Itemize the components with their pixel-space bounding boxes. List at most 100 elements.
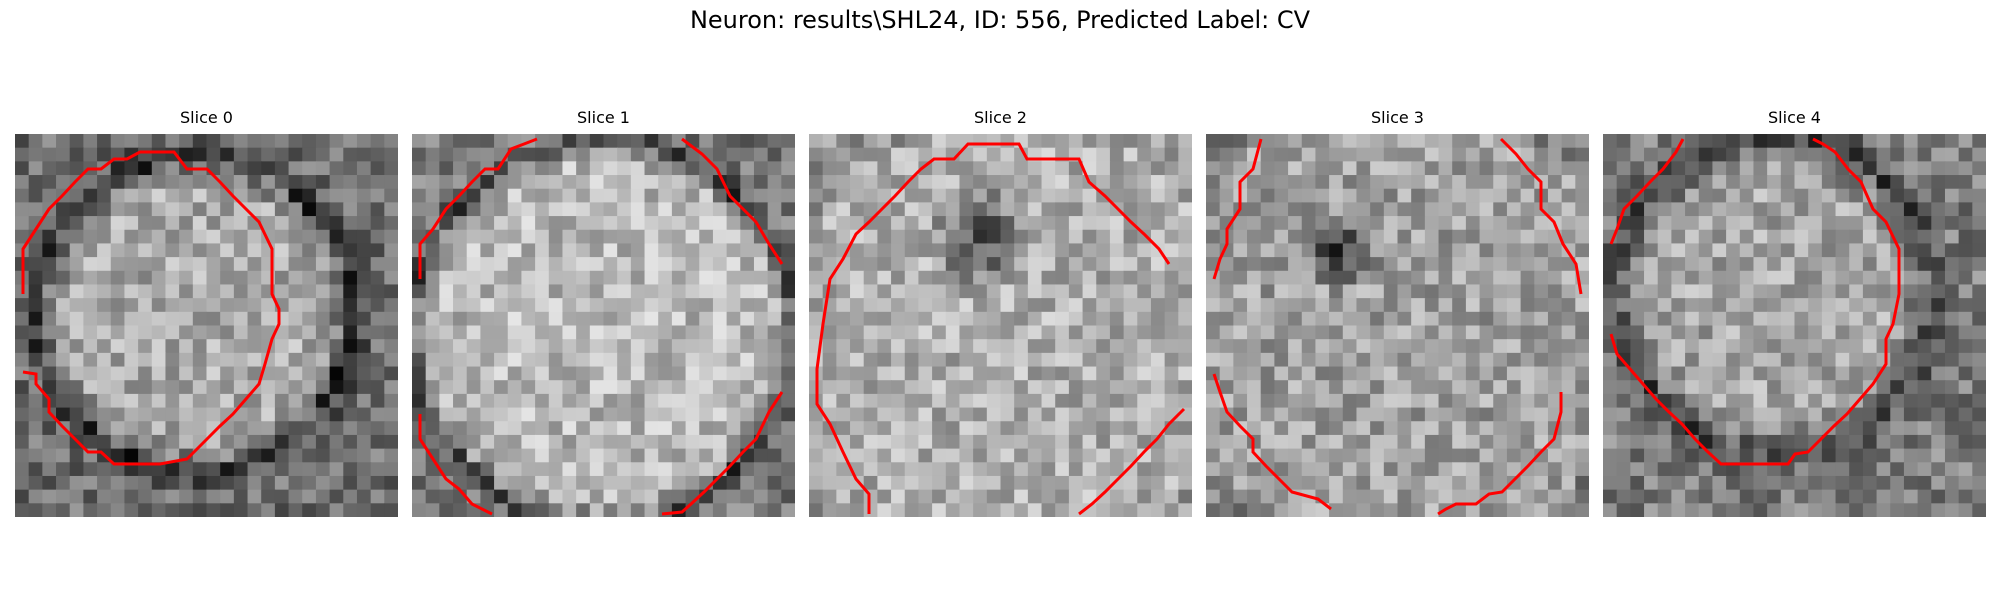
image-pixel: [1603, 189, 1617, 203]
image-pixel: [371, 271, 385, 285]
image-pixel: [480, 284, 494, 298]
image-pixel: [918, 202, 932, 216]
image-pixel: [1439, 148, 1453, 162]
image-pixel: [1001, 189, 1015, 203]
image-pixel: [740, 271, 754, 285]
image-pixel: [1877, 421, 1891, 435]
image-pixel: [289, 243, 303, 257]
image-pixel: [535, 408, 549, 422]
image-pixel: [1425, 435, 1439, 449]
image-pixel: [330, 189, 344, 203]
image-pixel: [1439, 216, 1453, 230]
image-pixel: [179, 189, 193, 203]
image-pixel: [1781, 257, 1795, 271]
image-pixel: [83, 380, 97, 394]
image-pixel: [343, 394, 357, 408]
image-pixel: [1233, 134, 1247, 148]
image-pixel: [1972, 476, 1986, 490]
image-pixel: [70, 380, 84, 394]
image-pixel: [1425, 312, 1439, 326]
image-pixel: [1069, 271, 1083, 285]
image-pixel: [686, 284, 700, 298]
image-pixel: [275, 339, 289, 353]
image-pixel: [959, 216, 973, 230]
image-pixel: [1918, 462, 1932, 476]
image-pixel: [590, 421, 604, 435]
image-pixel: [124, 353, 138, 367]
image-pixel: [946, 394, 960, 408]
image-pixel: [1274, 408, 1288, 422]
image-pixel: [1945, 271, 1959, 285]
image-pixel: [261, 175, 275, 189]
image-pixel: [439, 134, 453, 148]
image-pixel: [179, 175, 193, 189]
image-pixel: [1931, 449, 1945, 463]
image-pixel: [1931, 353, 1945, 367]
image-pixel: [179, 408, 193, 422]
image-pixel: [1055, 435, 1069, 449]
image-pixel: [1329, 421, 1343, 435]
image-pixel: [987, 284, 1001, 298]
image-pixel: [357, 326, 371, 340]
image-pixel: [1822, 230, 1836, 244]
image-pixel: [1411, 380, 1425, 394]
image-pixel: [1261, 134, 1275, 148]
image-pixel: [248, 284, 262, 298]
image-pixel: [1890, 421, 1904, 435]
image-pixel: [768, 271, 782, 285]
image-pixel: [1575, 353, 1589, 367]
image-pixel: [1370, 503, 1384, 517]
image-pixel: [1603, 257, 1617, 271]
image-pixel: [1055, 312, 1069, 326]
image-pixel: [891, 298, 905, 312]
image-pixel: [686, 449, 700, 463]
image-pixel: [617, 243, 631, 257]
image-pixel: [850, 353, 864, 367]
image-pixel: [850, 312, 864, 326]
image-pixel: [1726, 408, 1740, 422]
image-pixel: [1890, 175, 1904, 189]
image-pixel: [1671, 353, 1685, 367]
image-pixel: [973, 408, 987, 422]
image-pixel: [1343, 408, 1357, 422]
image-pixel: [1945, 230, 1959, 244]
image-pixel: [1603, 312, 1617, 326]
image-pixel: [1890, 490, 1904, 504]
image-pixel: [1220, 134, 1234, 148]
image-pixel: [959, 394, 973, 408]
image-pixel: [754, 380, 768, 394]
image-pixel: [97, 312, 111, 326]
image-pixel: [1274, 175, 1288, 189]
image-pixel: [1931, 161, 1945, 175]
image-pixel: [1699, 408, 1713, 422]
image-pixel: [549, 243, 563, 257]
image-pixel: [946, 161, 960, 175]
image-pixel: [343, 271, 357, 285]
image-pixel: [1603, 134, 1617, 148]
image-pixel: [1096, 353, 1110, 367]
image-pixel: [1575, 312, 1589, 326]
image-pixel: [1521, 476, 1535, 490]
image-pixel: [1069, 216, 1083, 230]
image-pixel: [918, 243, 932, 257]
image-pixel: [1863, 503, 1877, 517]
image-pixel: [809, 298, 823, 312]
image-pixel: [877, 284, 891, 298]
image-pixel: [973, 367, 987, 381]
image-pixel: [412, 189, 426, 203]
image-pixel: [713, 380, 727, 394]
image-pixel: [590, 148, 604, 162]
image-pixel: [193, 339, 207, 353]
image-pixel: [1096, 312, 1110, 326]
image-pixel: [1795, 189, 1809, 203]
image-pixel: [1233, 503, 1247, 517]
image-pixel: [959, 326, 973, 340]
image-pixel: [1220, 202, 1234, 216]
image-pixel: [1712, 243, 1726, 257]
image-pixel: [357, 312, 371, 326]
image-pixel: [1726, 421, 1740, 435]
image-pixel: [343, 353, 357, 367]
image-pixel: [1521, 134, 1535, 148]
image-pixel: [83, 394, 97, 408]
image-pixel: [1302, 435, 1316, 449]
